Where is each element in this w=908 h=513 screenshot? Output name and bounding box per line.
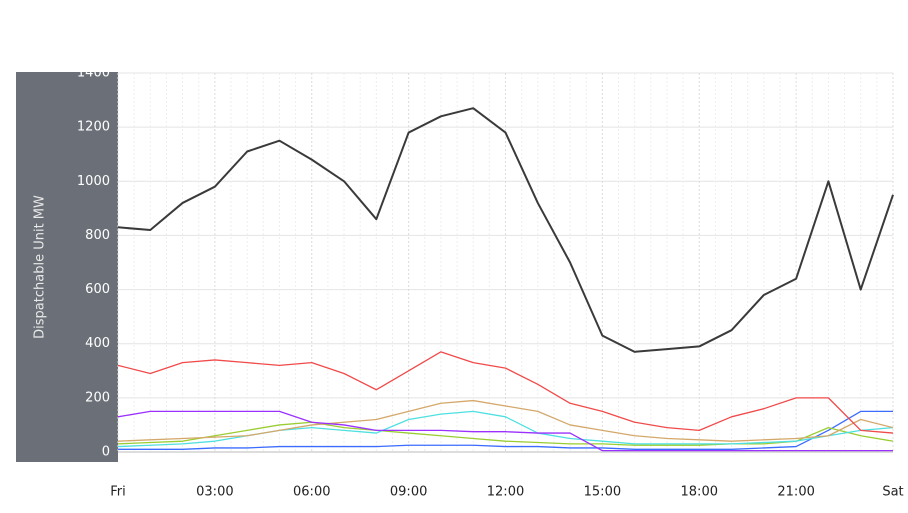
y-axis-band <box>16 72 118 462</box>
x-tick-label: 12:00 <box>487 485 524 500</box>
series-line <box>117 107 894 353</box>
series-line <box>118 410 893 450</box>
x-tick-label: 18:00 <box>681 485 718 500</box>
y-tick-label: 1400 <box>77 66 110 81</box>
series-line <box>117 410 893 452</box>
y-tick-label: 400 <box>85 336 110 351</box>
x-tick-label: 06:00 <box>293 485 330 500</box>
x-tick-label: 09:00 <box>390 485 427 500</box>
y-tick-label: 200 <box>85 390 110 405</box>
x-tick-label: 03:00 <box>196 485 233 500</box>
y-tick-label: 1000 <box>77 174 110 189</box>
series-line <box>117 351 894 434</box>
y-tick-label: 600 <box>85 282 110 297</box>
y-tick-label: 1200 <box>77 120 110 135</box>
series-line <box>117 399 894 442</box>
x-tick-label: 21:00 <box>777 485 814 500</box>
y-axis-label: Dispatchable Unit MW <box>33 195 48 339</box>
y-tick-label: 0 <box>102 445 110 460</box>
x-tick-label: 15:00 <box>584 485 621 500</box>
y-tick-label: 800 <box>85 228 110 243</box>
x-tick-label: Fri <box>110 485 126 500</box>
x-tick-label: Sat <box>882 485 903 500</box>
series-line <box>117 421 894 446</box>
